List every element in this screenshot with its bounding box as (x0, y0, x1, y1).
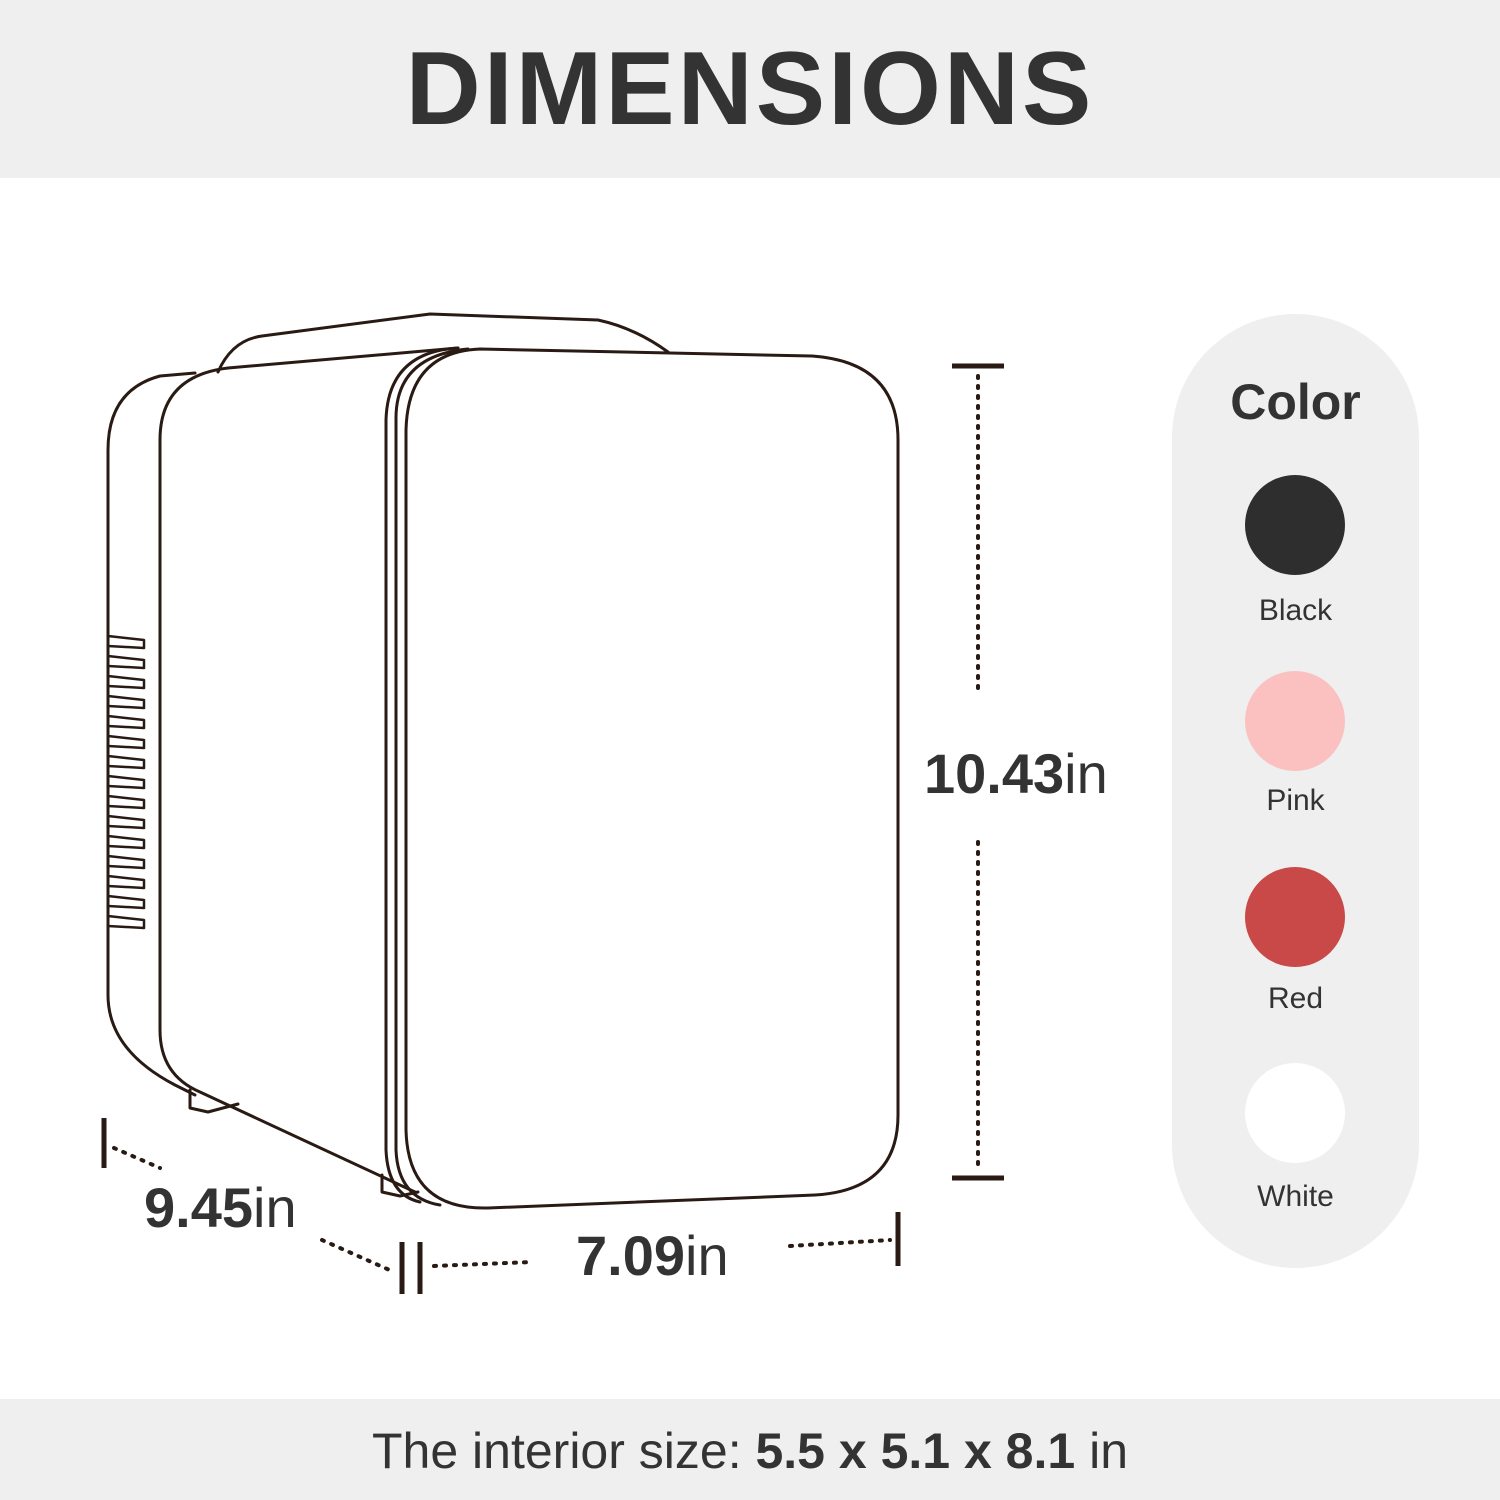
width-label: 7.09in (576, 1224, 729, 1287)
color-heading: Color (1230, 374, 1361, 430)
color-options-panel: Color Black Pink Red White (1172, 314, 1419, 1268)
color-label-white: White (1257, 1180, 1334, 1213)
fridge-door-front (404, 347, 900, 1210)
depth-dotted-upper (112, 1146, 162, 1170)
fridge-door-edge-outer (384, 346, 460, 1204)
interior-size-dims: 5.5 x 5.1 x 8.1 (755, 1423, 1076, 1479)
fridge-top-handle (216, 312, 670, 374)
color-label-pink: Pink (1266, 784, 1325, 817)
fridge-door-edge-mid (394, 347, 470, 1207)
color-swatch-white[interactable] (1245, 1063, 1345, 1163)
color-swatch-black[interactable] (1245, 475, 1345, 575)
header-band (0, 0, 1500, 178)
color-swatch-pink[interactable] (1245, 671, 1345, 771)
fridge-back-body (106, 371, 197, 1097)
height-label: 10.43in (924, 742, 1108, 805)
color-label-black: Black (1258, 594, 1333, 627)
depth-dotted-lower (320, 1238, 396, 1274)
interior-size-prefix: The interior size: (372, 1423, 756, 1479)
fridge-side-body (158, 346, 460, 1194)
vent-grille-icon (106, 634, 146, 930)
depth-label: 9.45in (144, 1176, 297, 1239)
width-dotted-right (788, 1238, 892, 1248)
footer-band (0, 1399, 1500, 1500)
page-title: DIMENSIONS (405, 31, 1095, 147)
width-dotted-left (432, 1260, 534, 1268)
fridge-foot-left (188, 1088, 240, 1114)
color-swatch-red[interactable] (1245, 867, 1345, 967)
fridge-foot-right (380, 1173, 420, 1198)
interior-size-unit: in (1075, 1423, 1128, 1479)
interior-size-note: The interior size: 5.5 x 5.1 x 8.1 in (0, 1422, 1500, 1480)
color-label-red: Red (1267, 982, 1324, 1015)
